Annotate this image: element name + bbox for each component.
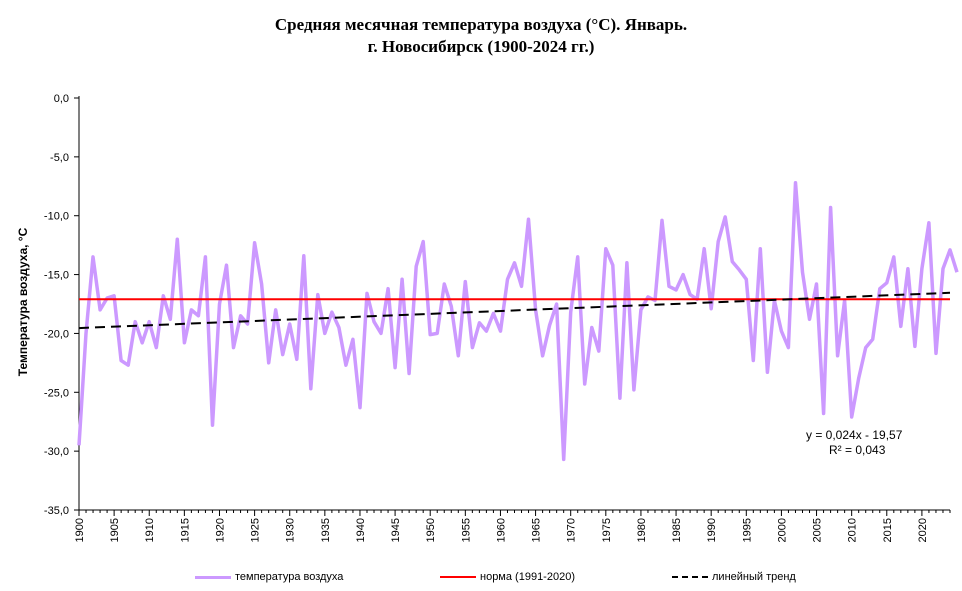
x-tick-label: 1920	[214, 518, 226, 542]
x-tick-label: 1910	[144, 518, 156, 542]
legend-label-norm: норма (1991-2020)	[480, 571, 575, 583]
x-tick-label: 1985	[671, 518, 683, 542]
temperature-series-line	[77, 181, 959, 462]
y-tick-label: -5,0	[50, 152, 69, 164]
x-axis: 1900 1905 1910 1915 1920 1925 1930 1935 1940 1945…	[74, 509, 951, 542]
y-tick-label: -35,0	[44, 505, 69, 517]
x-tick-label: 2005	[812, 518, 824, 542]
x-tick-label: 1950	[425, 518, 437, 542]
legend-swatch-norm	[440, 576, 476, 578]
y-tick-label: -15,0	[44, 270, 69, 282]
legend-item-temperature: температура воздуха	[195, 568, 343, 586]
trend-equation: y = 0,024x - 19,57	[806, 428, 903, 442]
x-tick-label: 1990	[706, 518, 718, 542]
chart-title-line1: Средняя месячная температура воздуха (°C…	[274, 15, 688, 34]
x-tick-label: 1955	[460, 518, 472, 542]
series-layer	[77, 181, 959, 462]
x-tick-label: 2015	[882, 518, 894, 542]
legend-swatch-temperature	[195, 575, 231, 579]
trend-line	[78, 291, 951, 330]
x-tick-label: 1915	[179, 518, 191, 542]
legend-item-trend: линейный тренд	[672, 568, 796, 586]
legend-item-norm: норма (1991-2020)	[440, 568, 575, 586]
legend-label-trend: линейный тренд	[712, 571, 796, 583]
x-tick-label: 2020	[917, 518, 929, 542]
x-tick-label: 1965	[531, 518, 543, 542]
x-tick-label: 1930	[285, 518, 297, 542]
x-tick-label: 1925	[250, 518, 262, 542]
legend-label-temperature: температура воздуха	[235, 571, 344, 583]
x-tick-label: 1940	[355, 518, 367, 542]
x-tick-label: 2000	[776, 518, 788, 542]
x-tick-label: 1945	[390, 518, 402, 542]
x-tick-label: 1995	[741, 518, 753, 542]
x-tick-label: 1905	[109, 518, 121, 542]
y-tick-label: 0,0	[54, 93, 69, 105]
x-tick-label: 1980	[636, 518, 648, 542]
r-squared-label: R² = 0,043	[829, 443, 886, 457]
x-tick-label: 1975	[601, 518, 613, 542]
y-tick-label: -10,0	[44, 211, 69, 223]
y-tick-label: -20,0	[44, 328, 69, 340]
legend-swatch-trend	[672, 576, 708, 578]
x-tick-label: 1935	[320, 518, 332, 542]
chart-title-line2: г. Новосибирск (1900-2024 гг.)	[367, 37, 595, 56]
x-tick-label: 1900	[74, 518, 86, 542]
y-axis: 0,0 -5,0 -10,0 -15,0 -20,0 -25,0 -30,0 -35,0	[44, 93, 80, 517]
y-axis-title: Температура воздуха, °С	[16, 227, 30, 376]
x-tick-label: 2010	[847, 518, 859, 542]
chart-title: Средняя месячная температура воздуха (°C…	[0, 14, 962, 58]
y-tick-label: -30,0	[44, 446, 69, 458]
x-tick-label: 1960	[495, 518, 507, 542]
y-tick-label: -25,0	[44, 387, 69, 399]
x-tick-label: 1970	[566, 518, 578, 542]
